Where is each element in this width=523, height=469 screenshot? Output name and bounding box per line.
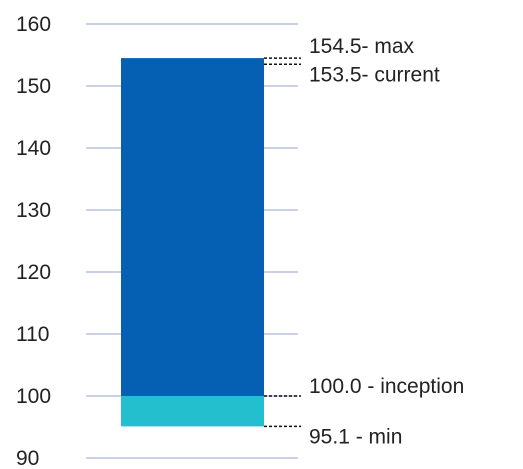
y-tick-label-150: 150 bbox=[16, 75, 51, 98]
bar-segment-0 bbox=[121, 396, 264, 427]
y-tick-label-100: 100 bbox=[16, 385, 51, 408]
y-tick-label-130: 130 bbox=[16, 199, 51, 222]
y-axis-tick-labels: 90 100 110 120 130 140 150 160 bbox=[16, 13, 51, 469]
bar-segment-1 bbox=[121, 58, 264, 396]
range-bar bbox=[121, 58, 264, 427]
annotation-label-0: 154.5- max bbox=[309, 35, 415, 58]
y-tick-label-120: 120 bbox=[16, 261, 51, 284]
y-tick-label-160: 160 bbox=[16, 13, 51, 36]
annotations: 154.5- max 153.5- current 100.0 - inceptio… bbox=[264, 35, 464, 448]
y-tick-label-110: 110 bbox=[16, 323, 49, 346]
annotation-label-3: 95.1 - min bbox=[309, 425, 402, 448]
annotation-label-2: 100.0 - inception bbox=[309, 375, 464, 398]
annotation-label-1: 153.5- current bbox=[309, 63, 440, 86]
y-tick-label-90: 90 bbox=[16, 447, 39, 469]
y-tick-label-140: 140 bbox=[16, 137, 51, 160]
